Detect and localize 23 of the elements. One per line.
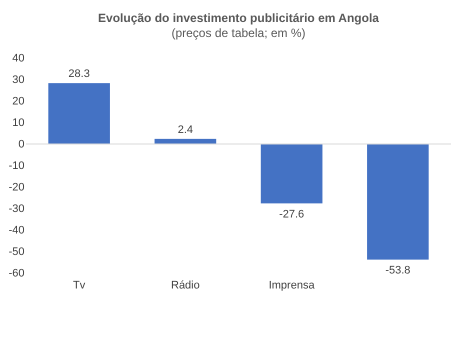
y-tick-label: -30 [8, 203, 24, 215]
data-label: -27.6 [279, 208, 304, 220]
y-tick-label: -10 [8, 160, 24, 172]
y-tick-label: 0 [18, 138, 24, 150]
y-tick-label: -40 [8, 224, 24, 236]
y-tick-label: 30 [12, 74, 24, 86]
x-tick-label: Tv [73, 280, 86, 292]
data-label: 2.4 [178, 124, 194, 136]
bar [260, 144, 322, 204]
bar [48, 83, 110, 144]
y-tick-label: 10 [12, 117, 24, 129]
data-label: 28.3 [68, 68, 90, 80]
chart-title: Evolução do investimento publicitário em Angola [98, 11, 380, 25]
bar [367, 144, 429, 260]
chart-subtitle: (preços de tabela; em %) [171, 26, 306, 40]
x-tick-label: Rádio [171, 280, 200, 292]
x-tick-label: Imprensa [268, 280, 316, 292]
y-tick-label: -20 [8, 182, 24, 194]
y-tick-label: 40 [12, 52, 24, 64]
y-tick-label: 20 [12, 96, 24, 108]
data-label: -53.8 [385, 264, 410, 277]
y-tick-label: -60 [8, 268, 24, 280]
y-tick-label: -50 [8, 246, 24, 258]
